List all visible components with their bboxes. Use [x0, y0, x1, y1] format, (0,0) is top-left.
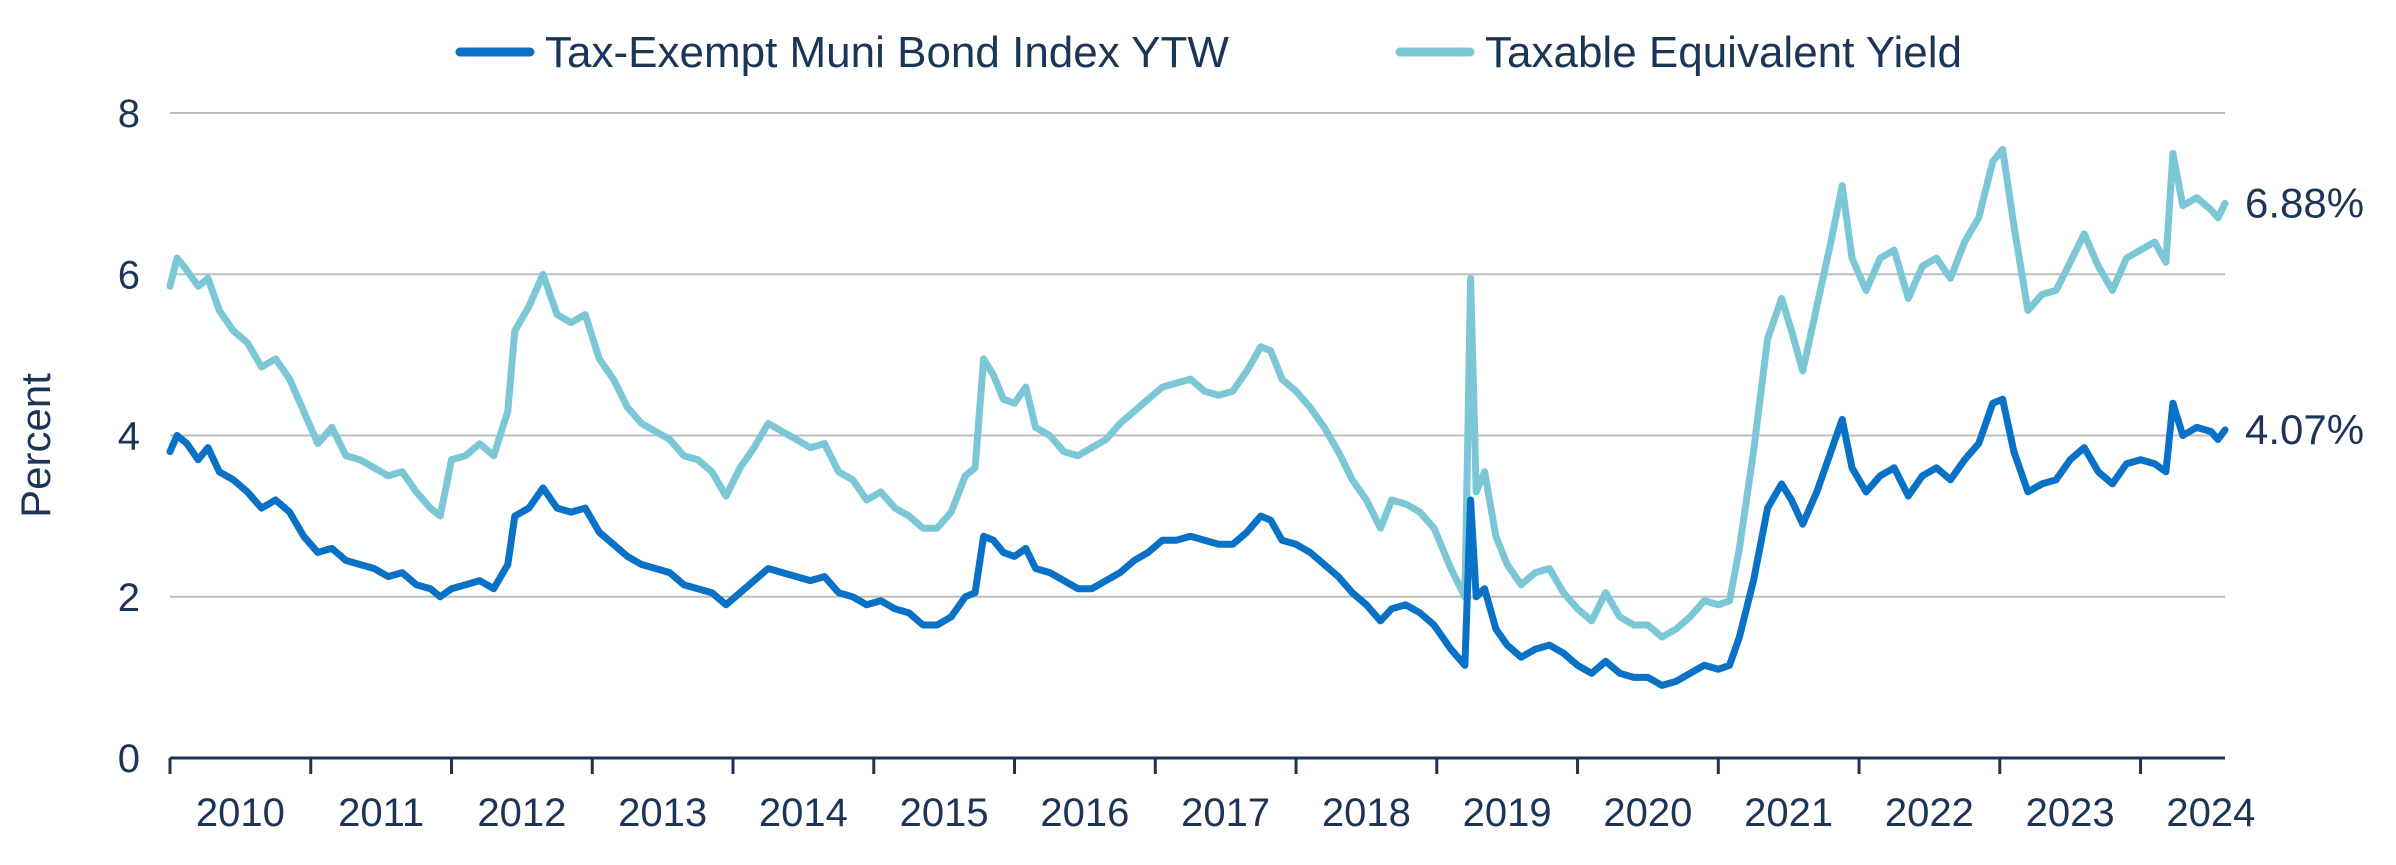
- legend-label-taxable-equivalent: Taxable Equivalent Yield: [1485, 28, 1962, 77]
- y-tick-label: 0: [118, 737, 140, 781]
- x-tick-label: 2010: [196, 791, 285, 835]
- y-tick-label: 6: [118, 253, 140, 297]
- x-tick-label: 2019: [1463, 791, 1552, 835]
- end-value-labels: 4.07% 6.88%: [2245, 179, 2364, 453]
- end-label-muni-ytw: 4.07%: [2245, 406, 2364, 453]
- x-tick-label: 2023: [2026, 791, 2115, 835]
- y-tick-label: 4: [118, 415, 140, 459]
- x-tick-label: 2021: [1744, 791, 1833, 835]
- series-lines: [166, 145, 2229, 689]
- end-label-taxable-equivalent: 6.88%: [2245, 179, 2364, 226]
- x-tick-label: 2022: [1885, 791, 1974, 835]
- y-tick-label: 2: [118, 576, 140, 620]
- legend: Tax-Exempt Muni Bond Index YTW Taxable E…: [455, 28, 1962, 77]
- x-tick-label: 2015: [900, 791, 989, 835]
- y-axis-title: Percent: [12, 373, 59, 518]
- y-axis-ticks: 0 2 4 6 8: [118, 92, 140, 781]
- x-tick-label: 2012: [477, 791, 566, 835]
- x-axis: 2010 2011 2012 2013 2014 2015 2016 2017 2018 2019…: [168, 756, 2255, 835]
- x-tick-label: 2024: [2166, 791, 2255, 835]
- x-tick-label: 2011: [338, 791, 424, 835]
- x-tick-label: 2016: [1040, 791, 1129, 835]
- x-tick-label: 2013: [618, 791, 707, 835]
- x-tick-label: 2020: [1603, 791, 1692, 835]
- series-line-muni-ytw: [166, 395, 2229, 689]
- x-tick-label: 2014: [759, 791, 848, 835]
- x-tick-label: 2017: [1181, 791, 1270, 835]
- gridlines: [170, 112, 2225, 598]
- x-tick-label: 2018: [1322, 791, 1411, 835]
- y-tick-label: 8: [118, 92, 140, 136]
- legend-label-muni-ytw: Tax-Exempt Muni Bond Index YTW: [545, 28, 1229, 77]
- series-line-taxable-equivalent: [166, 145, 2229, 641]
